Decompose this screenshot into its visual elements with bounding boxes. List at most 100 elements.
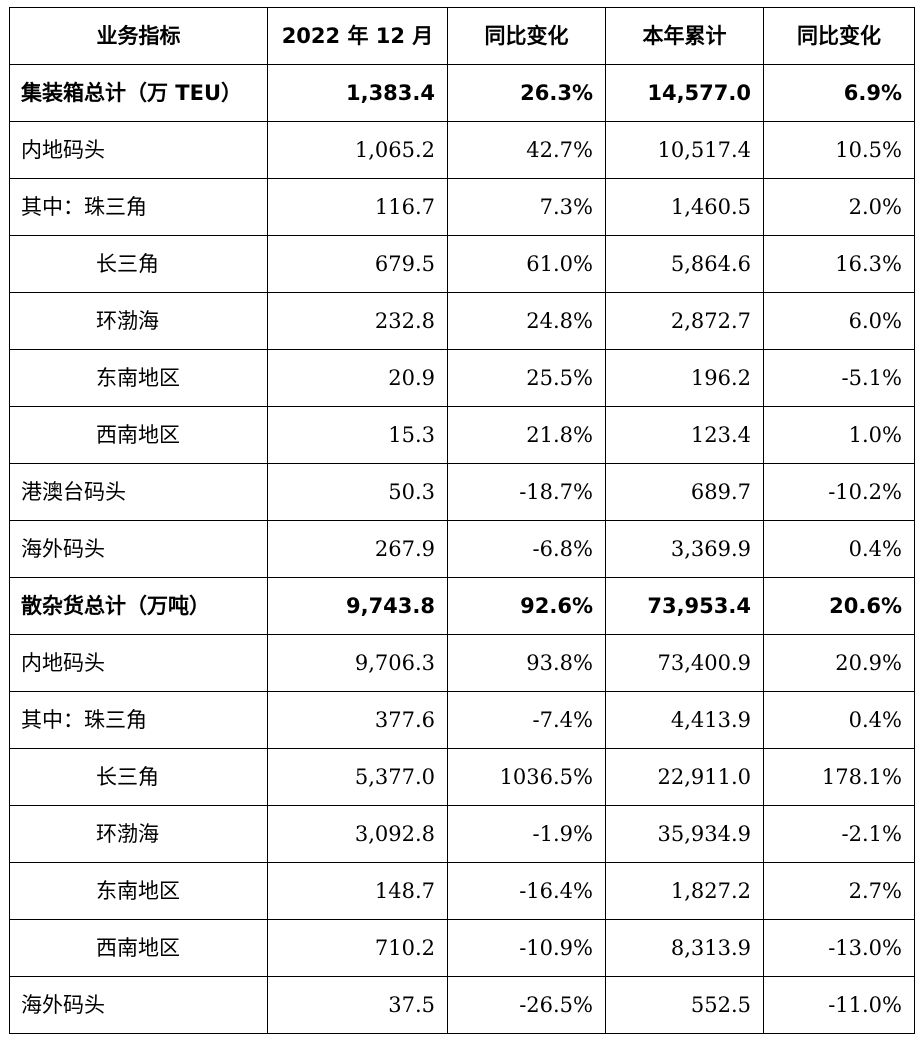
row-month-value: 267.9 (267, 520, 448, 578)
row-ytd-value: 3,369.9 (605, 520, 764, 578)
row-ytd-value: 1,460.5 (605, 178, 764, 236)
table-row-total: 集装箱总计（万 TEU） 1,383.4 26.3% 14,577.0 6.9% (9, 64, 915, 122)
row-month-value: 232.8 (267, 292, 448, 350)
table-row: 内地码头 9,706.3 93.8% 73,400.9 20.9% (9, 634, 915, 692)
row-yoy-ytd-value: -10.2% (763, 463, 915, 521)
table-row: 其中：珠三角 377.6 -7.4% 4,413.9 0.4% (9, 691, 915, 749)
header-ytd: 本年累计 (605, 7, 764, 65)
row-ytd-value: 73,400.9 (605, 634, 764, 692)
header-indicator: 业务指标 (9, 7, 268, 65)
header-month: 2022 年 12 月 (267, 7, 448, 65)
row-month-value: 679.5 (267, 235, 448, 293)
row-ytd-value: 4,413.9 (605, 691, 764, 749)
row-label: 内地码头 (9, 121, 268, 179)
business-indicators-table: 业务指标 2022 年 12 月 同比变化 本年累计 同比变化 集装箱总计（万 … (9, 7, 915, 1034)
row-yoy-month-value: 24.8% (447, 292, 606, 350)
table-row: 海外码头 37.5 -26.5% 552.5 -11.0% (9, 976, 915, 1034)
row-ytd-value: 196.2 (605, 349, 764, 407)
row-ytd-value: 14,577.0 (605, 64, 764, 122)
header-yoy-month: 同比变化 (447, 7, 606, 65)
row-label: 西南地区 (9, 406, 268, 464)
row-label: 海外码头 (9, 520, 268, 578)
row-yoy-ytd-value: 178.1% (763, 748, 915, 806)
row-month-value: 9,743.8 (267, 577, 448, 635)
row-month-value: 15.3 (267, 406, 448, 464)
row-month-value: 1,065.2 (267, 121, 448, 179)
row-yoy-ytd-value: 0.4% (763, 691, 915, 749)
table-row: 东南地区 20.9 25.5% 196.2 -5.1% (9, 349, 915, 407)
row-label: 环渤海 (9, 292, 268, 350)
table-row: 内地码头 1,065.2 42.7% 10,517.4 10.5% (9, 121, 915, 179)
table-row: 海外码头 267.9 -6.8% 3,369.9 0.4% (9, 520, 915, 578)
row-ytd-value: 22,911.0 (605, 748, 764, 806)
table-row: 长三角 679.5 61.0% 5,864.6 16.3% (9, 235, 915, 293)
row-yoy-month-value: 21.8% (447, 406, 606, 464)
row-yoy-month-value: -26.5% (447, 976, 606, 1034)
row-label: 西南地区 (9, 919, 268, 977)
row-yoy-ytd-value: 20.6% (763, 577, 915, 635)
table-row: 东南地区 148.7 -16.4% 1,827.2 2.7% (9, 862, 915, 920)
row-month-value: 3,092.8 (267, 805, 448, 863)
row-ytd-value: 10,517.4 (605, 121, 764, 179)
row-label: 内地码头 (9, 634, 268, 692)
row-label: 港澳台码头 (9, 463, 268, 521)
row-month-value: 148.7 (267, 862, 448, 920)
row-label: 其中：珠三角 (9, 691, 268, 749)
row-ytd-value: 73,953.4 (605, 577, 764, 635)
row-yoy-ytd-value: 16.3% (763, 235, 915, 293)
row-month-value: 710.2 (267, 919, 448, 977)
row-yoy-ytd-value: 20.9% (763, 634, 915, 692)
row-yoy-ytd-value: 6.9% (763, 64, 915, 122)
row-label: 长三角 (9, 748, 268, 806)
row-yoy-ytd-value: -11.0% (763, 976, 915, 1034)
row-yoy-month-value: -6.8% (447, 520, 606, 578)
row-label: 东南地区 (9, 862, 268, 920)
row-month-value: 20.9 (267, 349, 448, 407)
table-row: 其中：珠三角 116.7 7.3% 1,460.5 2.0% (9, 178, 915, 236)
table-row: 西南地区 710.2 -10.9% 8,313.9 -13.0% (9, 919, 915, 977)
row-yoy-ytd-value: 1.0% (763, 406, 915, 464)
row-yoy-month-value: 92.6% (447, 577, 606, 635)
row-label: 散杂货总计（万吨） (9, 577, 268, 635)
row-label: 其中：珠三角 (9, 178, 268, 236)
row-yoy-month-value: 7.3% (447, 178, 606, 236)
table-header-row: 业务指标 2022 年 12 月 同比变化 本年累计 同比变化 (9, 7, 915, 65)
row-month-value: 5,377.0 (267, 748, 448, 806)
table-body: 集装箱总计（万 TEU） 1,383.4 26.3% 14,577.0 6.9% 内地码头… (9, 64, 915, 1034)
row-month-value: 50.3 (267, 463, 448, 521)
row-month-value: 9,706.3 (267, 634, 448, 692)
row-yoy-month-value: -7.4% (447, 691, 606, 749)
row-label: 长三角 (9, 235, 268, 293)
row-yoy-ytd-value: 0.4% (763, 520, 915, 578)
row-yoy-ytd-value: -2.1% (763, 805, 915, 863)
table-row: 西南地区 15.3 21.8% 123.4 1.0% (9, 406, 915, 464)
row-yoy-month-value: 1036.5% (447, 748, 606, 806)
row-ytd-value: 1,827.2 (605, 862, 764, 920)
row-ytd-value: 552.5 (605, 976, 764, 1034)
row-yoy-ytd-value: 2.0% (763, 178, 915, 236)
row-label: 环渤海 (9, 805, 268, 863)
row-ytd-value: 35,934.9 (605, 805, 764, 863)
table-row: 港澳台码头 50.3 -18.7% 689.7 -10.2% (9, 463, 915, 521)
row-yoy-month-value: 61.0% (447, 235, 606, 293)
row-ytd-value: 5,864.6 (605, 235, 764, 293)
row-yoy-month-value: -16.4% (447, 862, 606, 920)
row-yoy-month-value: -10.9% (447, 919, 606, 977)
row-ytd-value: 123.4 (605, 406, 764, 464)
row-yoy-month-value: 26.3% (447, 64, 606, 122)
table-row: 长三角 5,377.0 1036.5% 22,911.0 178.1% (9, 748, 915, 806)
row-label: 集装箱总计（万 TEU） (9, 64, 268, 122)
row-yoy-ytd-value: 10.5% (763, 121, 915, 179)
row-month-value: 37.5 (267, 976, 448, 1034)
row-ytd-value: 8,313.9 (605, 919, 764, 977)
row-month-value: 1,383.4 (267, 64, 448, 122)
row-yoy-month-value: -18.7% (447, 463, 606, 521)
row-yoy-month-value: 42.7% (447, 121, 606, 179)
row-label: 海外码头 (9, 976, 268, 1034)
row-yoy-month-value: -1.9% (447, 805, 606, 863)
row-label: 东南地区 (9, 349, 268, 407)
table-row-total: 散杂货总计（万吨） 9,743.8 92.6% 73,953.4 20.6% (9, 577, 915, 635)
row-yoy-month-value: 25.5% (447, 349, 606, 407)
row-yoy-ytd-value: -13.0% (763, 919, 915, 977)
row-ytd-value: 2,872.7 (605, 292, 764, 350)
